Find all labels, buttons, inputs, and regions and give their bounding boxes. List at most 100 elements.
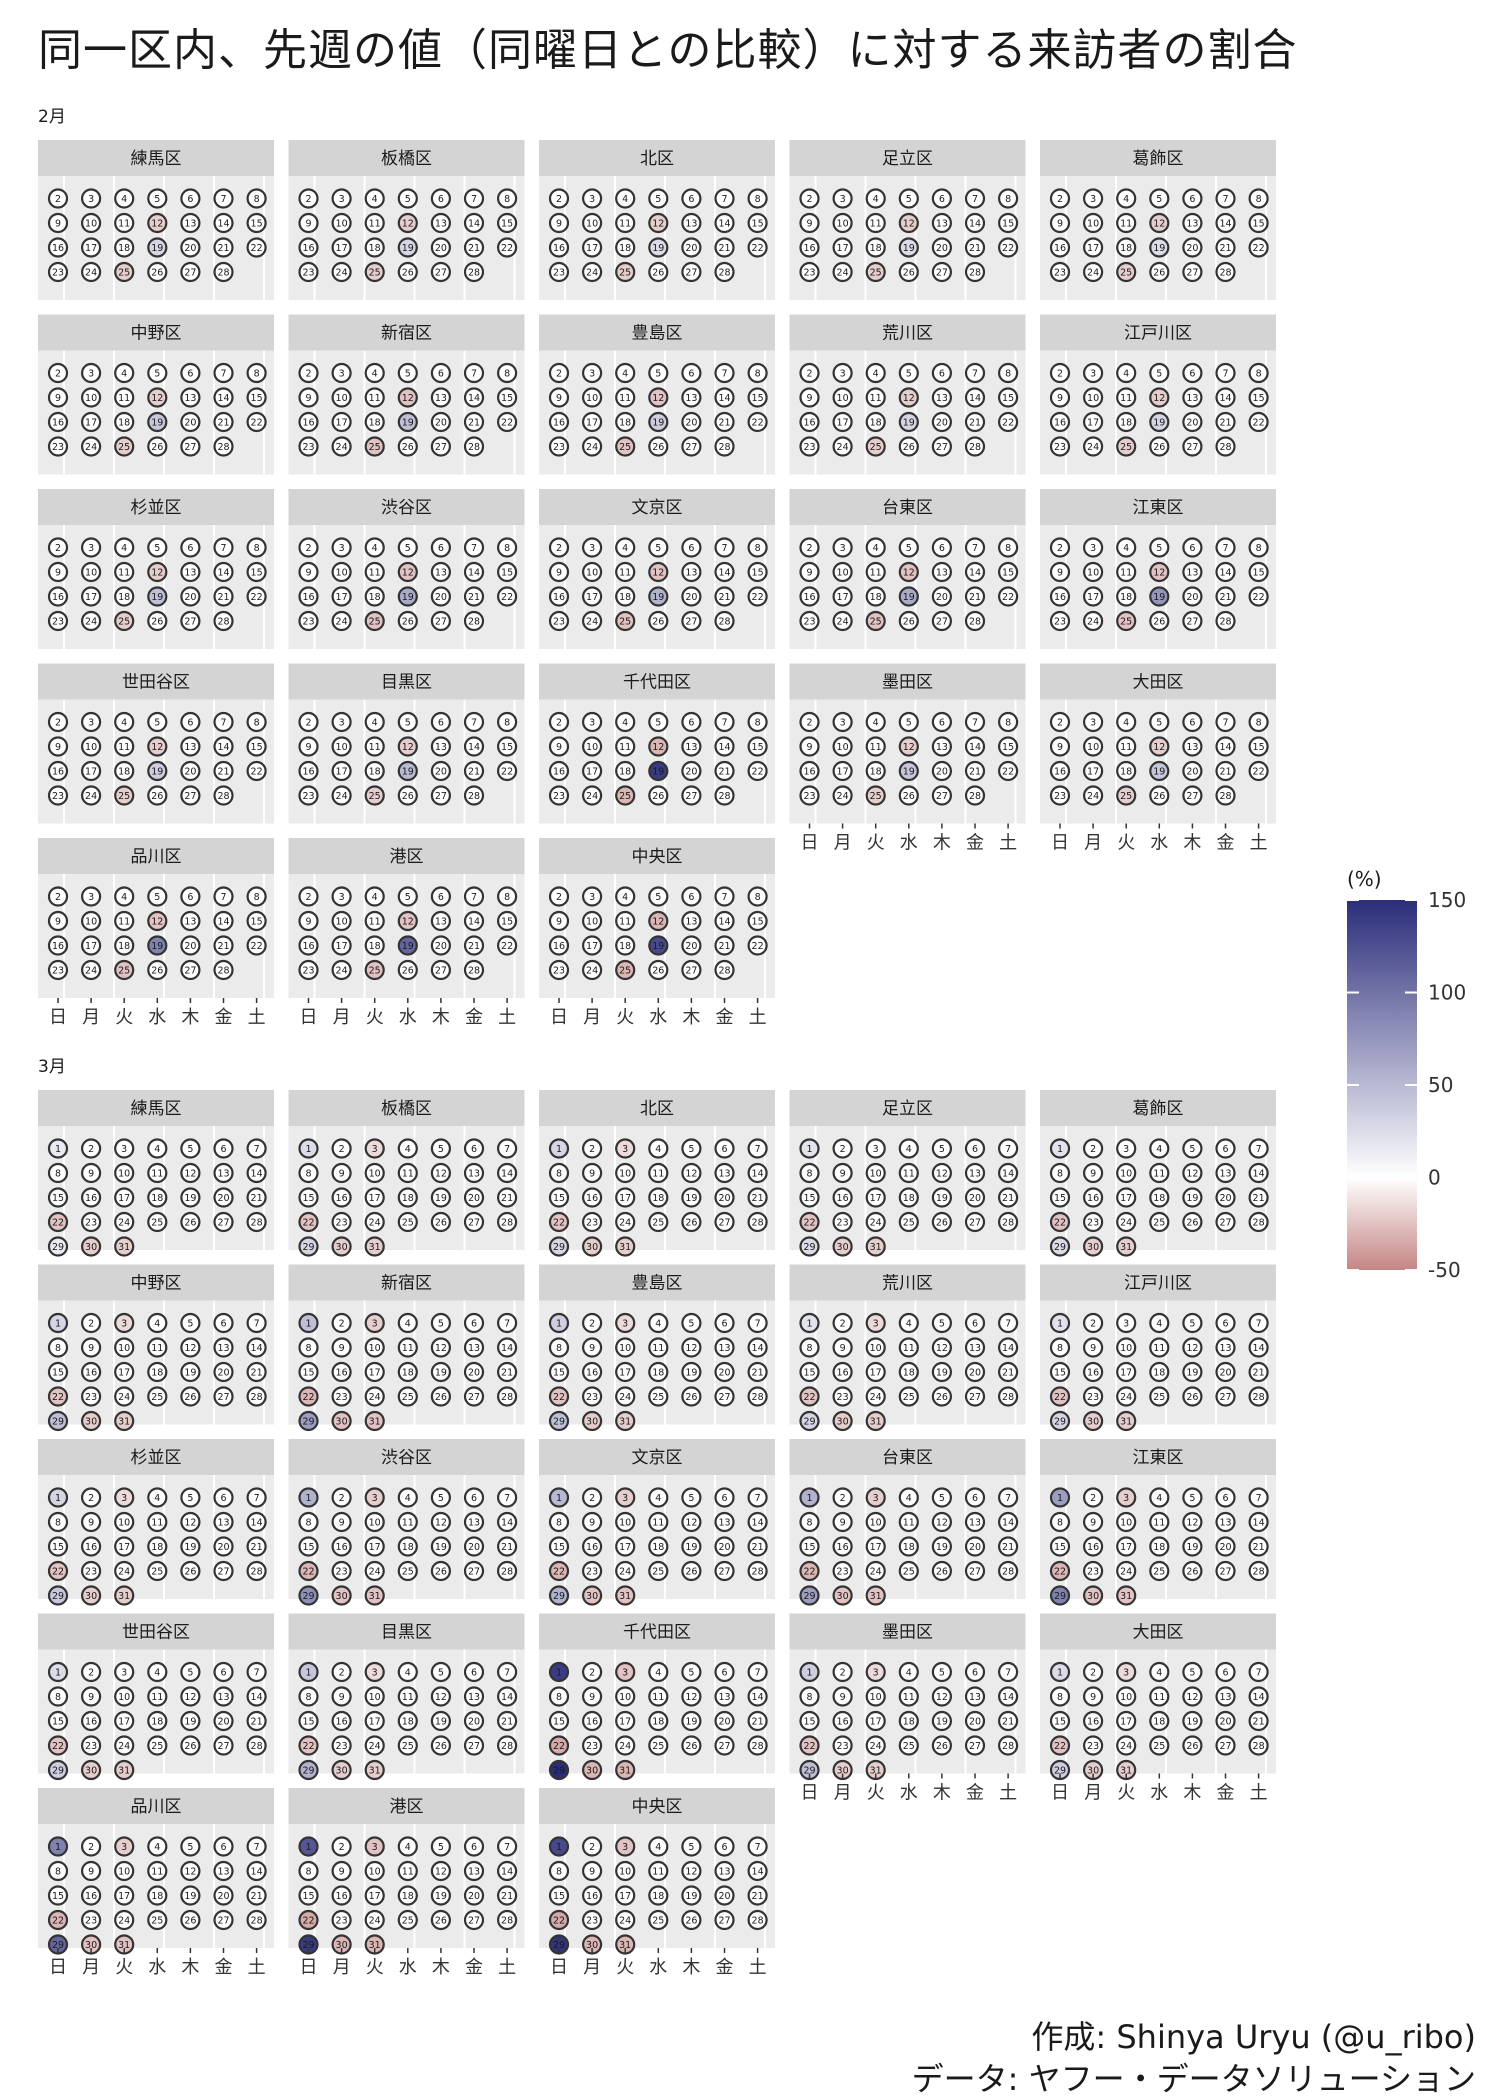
day-cell-label: 4 <box>873 369 879 380</box>
day-cell <box>1182 188 1203 209</box>
day-cell <box>799 188 820 209</box>
day-cell-label: 27 <box>1186 791 1198 802</box>
day-cell-label: 18 <box>1120 418 1132 429</box>
day-cell-label: 23 <box>85 1916 97 1927</box>
day-cell <box>1182 212 1203 234</box>
weekday-tick-label: 日 <box>300 1007 318 1028</box>
caption-author: 作成: Shinya Uryu (@u_ribo) <box>1031 2018 1476 2056</box>
day-cell-label: 13 <box>718 1343 730 1354</box>
day-cell-label: 10 <box>1087 219 1099 230</box>
day-cell-label: 4 <box>121 369 127 380</box>
day-cell-label: 18 <box>903 1193 915 1204</box>
day-cell-label: 31 <box>619 1591 631 1602</box>
day-cell <box>548 760 570 782</box>
day-cell-label: 17 <box>118 1368 130 1379</box>
day-cell-label: 24 <box>336 966 348 977</box>
day-cell-label: 14 <box>501 1692 513 1703</box>
day-cell-label: 9 <box>806 568 812 579</box>
day-cell-label: 4 <box>622 892 628 903</box>
day-cell-label: 21 <box>468 243 480 254</box>
day-cell-label: 16 <box>1054 243 1066 254</box>
day-cell <box>364 760 385 782</box>
day-cell-label: 25 <box>619 268 631 279</box>
day-cell-label: 6 <box>220 1668 226 1679</box>
facet-strip <box>789 314 1026 351</box>
day-cell-label: 24 <box>118 1218 130 1229</box>
day-cell <box>548 736 570 757</box>
day-cell-label: 13 <box>1186 393 1198 404</box>
day-cell-label: 10 <box>118 1867 130 1878</box>
day-cell-label: 17 <box>870 1717 882 1728</box>
day-cell-label: 17 <box>118 1717 130 1728</box>
day-cell-label: 8 <box>55 1343 61 1354</box>
day-cell <box>581 610 603 632</box>
day-cell-label: 11 <box>652 1169 664 1180</box>
day-cell-label: 6 <box>1222 1144 1228 1155</box>
day-cell <box>213 362 234 384</box>
day-cell <box>331 785 352 806</box>
day-cell <box>615 760 636 782</box>
day-cell-label: 24 <box>1087 791 1099 802</box>
day-cell-label: 28 <box>752 1567 764 1578</box>
day-cell-label: 10 <box>336 393 348 404</box>
day-cell-label: 9 <box>806 742 812 753</box>
day-cell-label: 15 <box>251 742 263 753</box>
day-cell <box>898 436 919 457</box>
day-cell-label: 10 <box>1087 742 1099 753</box>
day-cell-label: 3 <box>1123 1668 1129 1679</box>
day-cell-label: 11 <box>369 742 381 753</box>
day-cell-label: 19 <box>435 1717 447 1728</box>
day-cell <box>147 411 168 433</box>
day-cell-label: 2 <box>55 194 61 205</box>
day-cell <box>1182 261 1203 283</box>
day-cell-label: 26 <box>652 268 664 279</box>
day-cell <box>364 362 385 384</box>
day-cell-label: 29 <box>52 1242 64 1253</box>
weekday-tick-label: 月 <box>333 1007 351 1028</box>
day-cell-label: 15 <box>251 568 263 579</box>
day-cell-label: 29 <box>302 1766 314 1777</box>
day-cell <box>331 387 352 408</box>
day-cell-label: 7 <box>504 1493 510 1504</box>
day-cell-label: 22 <box>302 1567 314 1578</box>
day-cell <box>213 188 234 209</box>
day-cell <box>1116 785 1137 806</box>
day-cell-label: 13 <box>468 1518 480 1529</box>
day-cell <box>681 387 702 408</box>
day-cell <box>832 736 853 757</box>
day-cell <box>898 711 919 733</box>
day-cell <box>648 188 669 209</box>
day-cell-label: 14 <box>501 1867 513 1878</box>
day-cell <box>331 711 352 733</box>
day-cell-label: 7 <box>1005 1668 1011 1679</box>
day-cell-label: 24 <box>619 1218 631 1229</box>
day-cell-label: 5 <box>688 1668 694 1679</box>
day-cell-label: 5 <box>688 1144 694 1155</box>
day-cell <box>648 586 669 607</box>
day-cell-label: 19 <box>151 941 163 952</box>
day-cell-label: 9 <box>806 219 812 230</box>
day-cell <box>898 537 919 558</box>
day-cell-label: 30 <box>837 1591 849 1602</box>
day-cell <box>832 436 853 457</box>
facet-strip-label: 品川区 <box>131 1797 182 1817</box>
day-cell-label: 18 <box>369 941 381 952</box>
day-cell-label: 14 <box>501 1169 513 1180</box>
day-cell-label: 24 <box>586 442 598 453</box>
day-cell-label: 22 <box>553 1392 565 1403</box>
day-cell-label: 22 <box>752 767 764 778</box>
day-cell-label: 8 <box>504 543 510 554</box>
day-cell-label: 12 <box>903 219 915 230</box>
day-cell <box>213 411 234 433</box>
day-cell <box>1248 586 1269 607</box>
weekday-tick-label: 日 <box>550 1957 568 1978</box>
day-cell <box>747 237 768 258</box>
legend-tick-label: 50 <box>1428 1073 1453 1097</box>
day-cell <box>1116 537 1137 558</box>
day-cell-label: 4 <box>1123 543 1129 554</box>
day-cell-label: 26 <box>903 617 915 628</box>
day-cell <box>463 586 485 607</box>
weekday-tick-label: 木 <box>181 1957 199 1978</box>
